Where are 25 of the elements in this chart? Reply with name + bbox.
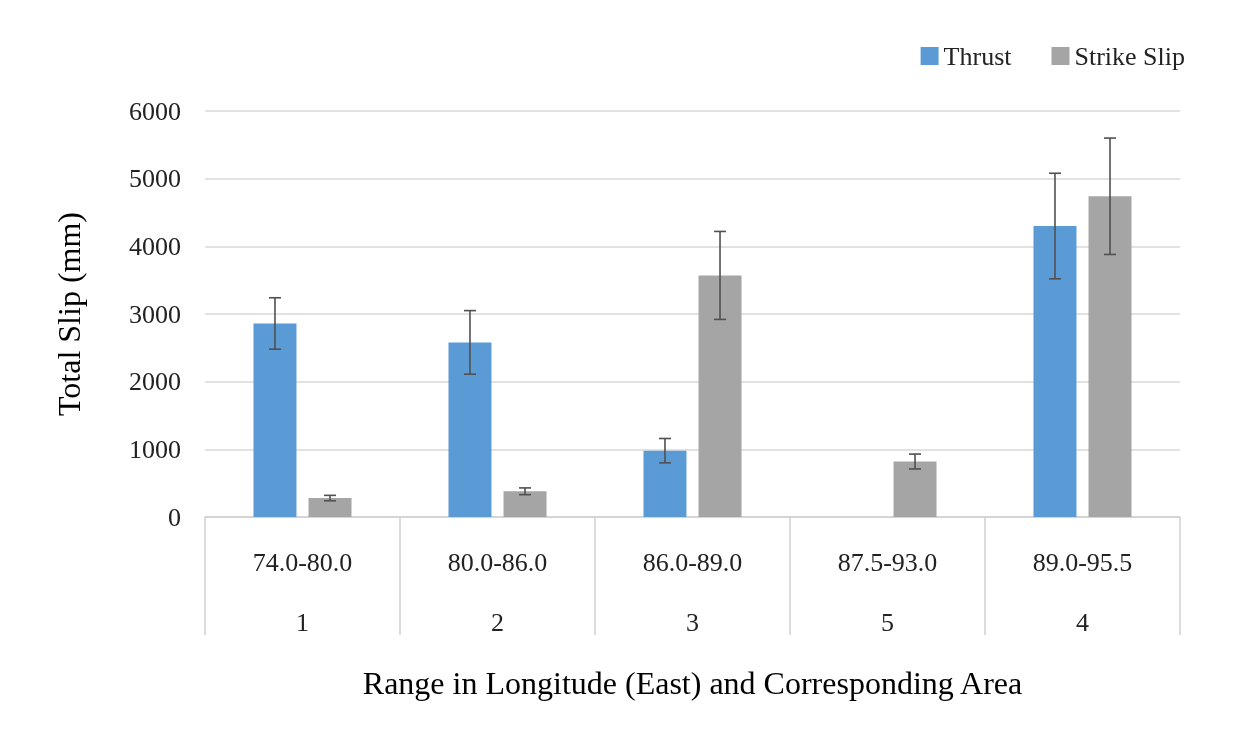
y-tick-label: 2000: [129, 367, 181, 397]
y-axis-title: Total Slip (mm): [51, 212, 87, 416]
y-tick-label: 6000: [129, 96, 181, 126]
bar: [643, 450, 687, 517]
bar: [1033, 226, 1077, 517]
bar: [308, 498, 352, 517]
y-tick-label: 0: [168, 502, 181, 532]
bar: [893, 461, 937, 517]
bar: [253, 323, 297, 517]
y-tick-label: 4000: [129, 231, 181, 261]
y-tick-label: 3000: [129, 299, 181, 329]
bar: [448, 342, 492, 517]
legend-label: Strike Slip: [1074, 41, 1185, 71]
legend-label: Thrust: [943, 41, 1013, 71]
x-tick-label: 80.0-86.0 2: [447, 547, 548, 637]
x-tick-label: 89.0-95.5 4: [1032, 547, 1133, 637]
bar: [503, 491, 547, 517]
x-tick-label: 87.5-93.0 5: [837, 547, 938, 637]
y-tick-label: 1000: [129, 434, 181, 464]
x-axis-title: Range in Longitude (East) and Corresponding Area: [362, 665, 1023, 701]
bar: [698, 275, 742, 517]
y-tick-label: 5000: [129, 164, 181, 194]
bar: [1088, 196, 1132, 517]
x-tick-label: 86.0-89.0 3: [642, 547, 743, 637]
x-tick-label: 74.0-80.0 1: [252, 547, 353, 637]
